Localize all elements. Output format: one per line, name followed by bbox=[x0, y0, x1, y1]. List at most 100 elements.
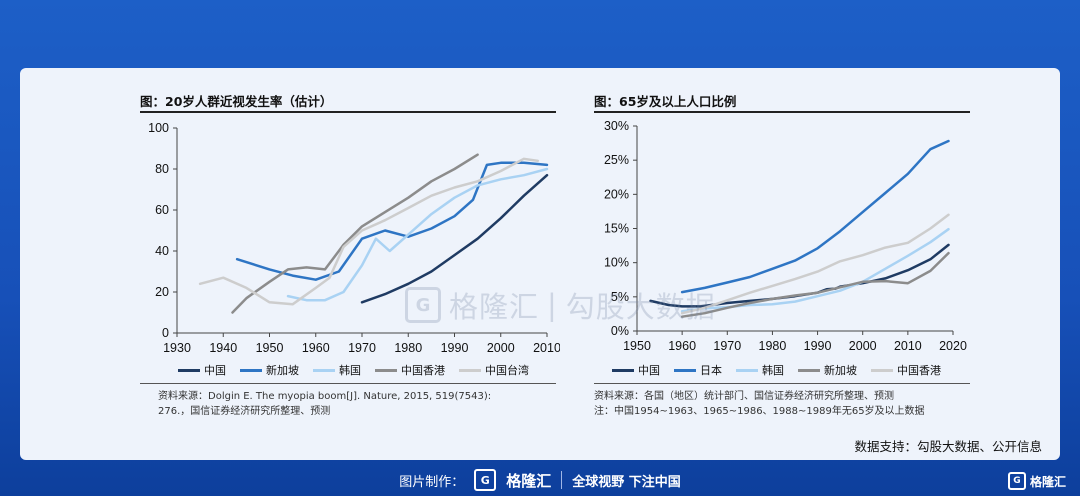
legend-swatch bbox=[459, 368, 481, 372]
x-tick-label: 1990 bbox=[441, 341, 469, 355]
legend-swatch bbox=[798, 368, 820, 372]
footer-slogan: 全球视野 下注中国 bbox=[572, 474, 681, 490]
legend-swatch bbox=[240, 368, 262, 372]
watermark-logo-icon: G bbox=[405, 287, 441, 323]
left-source: 资料来源：Dolgin E. The myopia boom[J]. Natur… bbox=[158, 389, 491, 419]
x-tick-label: 1930 bbox=[163, 341, 191, 355]
footer-logo-icon: G bbox=[474, 469, 497, 491]
left-chart-title: 图：20岁人群近视发生率（估计） bbox=[140, 94, 333, 109]
left-chart: 0 20 40 60 80 100 1930 1940 1950 1960 1970 1980 1990… bbox=[148, 121, 560, 355]
x-tick-label: 2020 bbox=[939, 339, 967, 353]
right-source: 资料来源：各国（地区）统计部门、国信证券经济研究所整理、预测 注：中国1954~… bbox=[594, 389, 925, 419]
legend-swatch bbox=[375, 368, 397, 372]
right-chart: 0% 5% 10% 15% 20% 25% 30% 1950 1960 1970 1980 1990 2… bbox=[604, 119, 967, 353]
legend-label: 中国香港 bbox=[897, 364, 941, 377]
x-tick-label: 1970 bbox=[348, 341, 376, 355]
x-tick-label: 1970 bbox=[713, 339, 741, 353]
watermark: G 格隆汇 | 勾股大数据 bbox=[405, 284, 716, 326]
series-line bbox=[198, 157, 540, 306]
right-title-rule bbox=[594, 111, 970, 113]
corner-logo: G 格隆汇 bbox=[1007, 472, 1066, 490]
legend-label: 中国台湾 bbox=[485, 364, 529, 377]
y-tick-label: 0 bbox=[162, 326, 169, 340]
right-source-line2: 注：中国1954~1963、1965~1986、1988~1989年无65岁及以… bbox=[594, 406, 925, 417]
x-tick-label: 1940 bbox=[209, 341, 237, 355]
series-line bbox=[231, 153, 479, 314]
y-tick-label: 20% bbox=[604, 187, 629, 201]
series-line bbox=[680, 213, 950, 315]
y-tick-label: 80 bbox=[155, 162, 169, 176]
y-tick-label: 0% bbox=[611, 324, 629, 338]
legend-label: 韩国 bbox=[339, 364, 361, 377]
x-tick-label: 1960 bbox=[302, 341, 330, 355]
legend-item: 中国台湾 bbox=[459, 362, 529, 378]
x-tick-label: 2010 bbox=[894, 339, 922, 353]
legend-label: 新加坡 bbox=[824, 364, 857, 377]
series-line bbox=[360, 173, 549, 304]
legend-item: 中国香港 bbox=[375, 362, 445, 378]
y-tick-label: 15% bbox=[604, 222, 629, 236]
x-tick-label: 1990 bbox=[804, 339, 832, 353]
left-source-line2: 276.，国信证券经济研究所整理、预测 bbox=[158, 406, 331, 417]
y-tick-label: 30% bbox=[604, 119, 629, 133]
legend-swatch bbox=[612, 368, 634, 372]
footer-separator bbox=[561, 471, 563, 489]
x-tick-label: 2010 bbox=[533, 341, 560, 355]
legend-item: 中国香港 bbox=[871, 362, 941, 378]
series-line bbox=[680, 251, 950, 318]
series-line bbox=[286, 167, 549, 302]
legend-label: 中国 bbox=[638, 364, 660, 377]
x-tick-label: 1950 bbox=[256, 341, 284, 355]
corner-brand: 格隆汇 bbox=[1029, 474, 1066, 489]
y-tick-label: 20 bbox=[155, 285, 169, 299]
legend-item: 韩国 bbox=[736, 362, 784, 378]
x-tick-label: 2000 bbox=[849, 339, 877, 353]
y-tick-label: 100 bbox=[148, 121, 169, 135]
legend-label: 新加坡 bbox=[266, 364, 299, 377]
series-line bbox=[235, 161, 549, 281]
legend-label: 中国香港 bbox=[401, 364, 445, 377]
series-line bbox=[680, 139, 950, 294]
x-tick-label: 1980 bbox=[394, 341, 422, 355]
legend-item: 新加坡 bbox=[798, 362, 857, 378]
legend-swatch bbox=[313, 368, 335, 372]
watermark-separator: | bbox=[547, 288, 558, 322]
footer-brand: 格隆汇 bbox=[506, 471, 552, 490]
legend-item: 韩国 bbox=[313, 362, 361, 378]
legend-item: 日本 bbox=[674, 362, 722, 378]
x-tick-label: 2000 bbox=[487, 341, 515, 355]
x-tick-label: 1980 bbox=[759, 339, 787, 353]
left-source-line1: 资料来源：Dolgin E. The myopia boom[J]. Natur… bbox=[158, 391, 492, 402]
right-source-line1: 资料来源：各国（地区）统计部门、国信证券经济研究所整理、预测 bbox=[594, 391, 894, 402]
legend-swatch bbox=[178, 368, 200, 372]
data-support-text: 数据支持：勾股大数据、公开信息 bbox=[854, 439, 1042, 454]
y-tick-label: 25% bbox=[604, 153, 629, 167]
x-tick-label: 1950 bbox=[623, 339, 651, 353]
footer-made-by: 图片制作： bbox=[399, 474, 465, 490]
watermark-brand: 格隆汇 bbox=[449, 290, 540, 324]
legend-item: 中国 bbox=[612, 362, 660, 378]
legend-label: 中国 bbox=[204, 364, 226, 377]
corner-logo-icon: G bbox=[1007, 472, 1026, 490]
y-tick-label: 10% bbox=[604, 256, 629, 270]
legend-swatch bbox=[871, 368, 893, 372]
content-card: 图：20岁人群近视发生率（估计） 0 20 40 60 80 100 1930 1940 195… bbox=[20, 68, 1060, 460]
legend-label: 韩国 bbox=[762, 364, 784, 377]
left-source-rule bbox=[140, 383, 556, 384]
legend-item: 中国 bbox=[178, 362, 226, 378]
y-tick-label: 60 bbox=[155, 203, 169, 217]
footer: 图片制作： G 格隆汇 全球视野 下注中国 bbox=[0, 464, 1080, 496]
left-legend: 中国 新加坡 韩国 中国香港 中国台湾 bbox=[178, 362, 529, 378]
legend-swatch bbox=[674, 368, 696, 372]
right-source-rule bbox=[594, 383, 970, 384]
legend-swatch bbox=[736, 368, 758, 372]
left-title-rule bbox=[140, 111, 556, 113]
right-legend: 中国 日本 韩国 新加坡 中国香港 bbox=[612, 362, 941, 378]
watermark-text: 勾股大数据 bbox=[565, 290, 716, 324]
x-tick-label: 1960 bbox=[668, 339, 696, 353]
y-tick-label: 5% bbox=[611, 290, 629, 304]
right-chart-title: 图：65岁及以上人口比例 bbox=[594, 94, 737, 109]
legend-label: 日本 bbox=[700, 364, 722, 377]
y-tick-label: 40 bbox=[155, 244, 169, 258]
legend-item: 新加坡 bbox=[240, 362, 299, 378]
